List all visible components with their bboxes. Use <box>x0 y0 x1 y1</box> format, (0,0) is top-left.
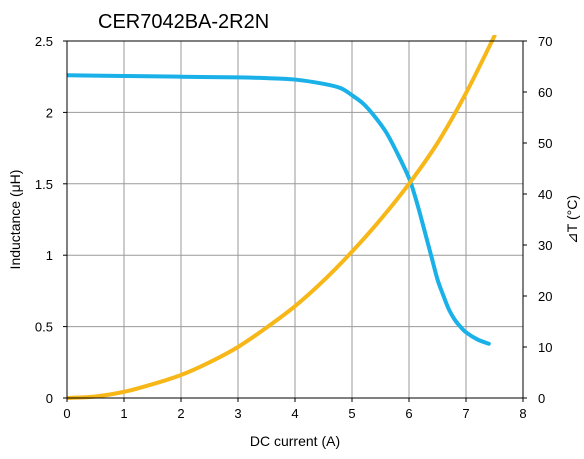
x-tick-label: 7 <box>462 406 469 421</box>
y-tick-label: 0.5 <box>35 320 53 335</box>
y2-tick-label: 40 <box>538 187 552 202</box>
y2-tick-label: 10 <box>538 340 552 355</box>
y-tick-label: 0 <box>46 391 53 406</box>
y-axis-label: Inductance (μH) <box>7 170 23 270</box>
series-layer <box>67 35 497 400</box>
x-axis-label: DC current (A) <box>250 433 340 449</box>
chart-title: CER7042BA-2R2N <box>98 11 269 33</box>
y-tick-label: 1.5 <box>35 177 53 192</box>
temperature-rise-series-line <box>67 35 497 400</box>
y2-tick-label: 30 <box>538 238 552 253</box>
y2-tick-label: 70 <box>538 34 552 49</box>
grid <box>67 41 523 398</box>
y-tick-label: 1 <box>46 248 53 263</box>
y-tick-label: 2 <box>46 105 53 120</box>
y2-tick-label: 20 <box>538 289 552 304</box>
x-tick-label: 6 <box>405 406 412 421</box>
y2-axis-label: ⊿T (°C) <box>564 195 580 244</box>
x-tick-label: 2 <box>177 406 184 421</box>
x-tick-label: 4 <box>291 406 298 421</box>
inductance-series-line <box>67 73 491 346</box>
y-tick-label: 2.5 <box>35 34 53 49</box>
x-tick-label: 3 <box>234 406 241 421</box>
x-tick-label: 8 <box>519 406 526 421</box>
y2-tick-label: 60 <box>538 85 552 100</box>
x-tick-label: 5 <box>348 406 355 421</box>
x-tick-label: 1 <box>120 406 127 421</box>
y2-tick-label: 0 <box>538 391 545 406</box>
y2-tick-label: 50 <box>538 136 552 151</box>
x-tick-label: 0 <box>63 406 70 421</box>
